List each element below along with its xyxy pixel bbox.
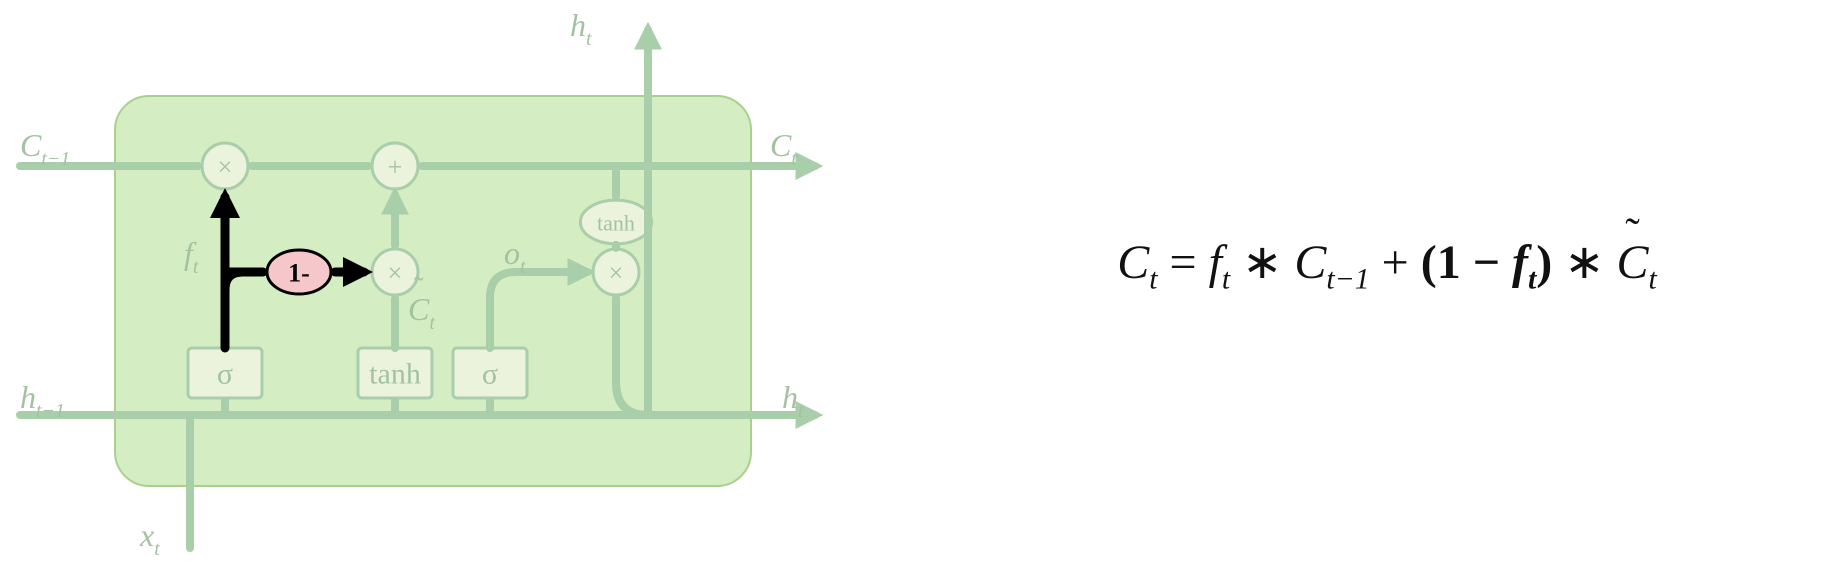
svg-text:xt: xt [139,517,160,560]
svg-text:+: + [388,153,403,182]
svg-text:1-: 1- [288,259,310,288]
svg-text:ht: ht [570,7,592,50]
svg-text:˜: ˜ [414,271,424,303]
svg-text:tanh: tanh [369,358,421,391]
equation: Ct = ft ∗ Ct−1 + (1 − ft) ∗ ˜Ct [972,220,1802,310]
svg-text:tanh: tanh [597,211,635,236]
svg-text:σ: σ [217,358,233,391]
svg-text:×: × [218,153,233,182]
svg-text:×: × [388,259,403,288]
svg-text:σ: σ [482,358,498,391]
svg-text:×: × [609,259,624,288]
equation-text: Ct = ft ∗ Ct−1 + (1 − ft) ∗ ˜Ct [1117,234,1657,296]
